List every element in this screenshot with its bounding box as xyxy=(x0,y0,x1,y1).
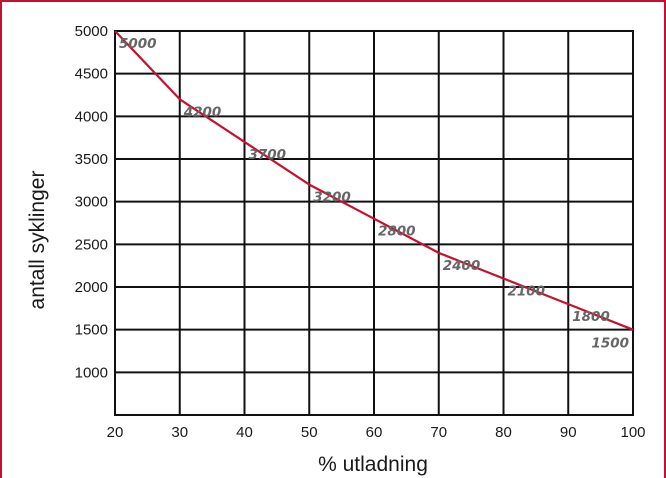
data-label: 2100 xyxy=(508,283,546,299)
y-tick-label: 1000 xyxy=(75,364,108,381)
y-tick-label: 4500 xyxy=(75,66,108,83)
x-tick-label: 70 xyxy=(430,424,447,441)
x-tick-labels: 20 30 40 50 60 70 80 90 100 xyxy=(107,424,646,441)
data-label: 3700 xyxy=(249,147,287,163)
x-tick-label: 50 xyxy=(301,424,318,441)
x-tick-label: 90 xyxy=(560,424,577,441)
series-layer xyxy=(114,30,634,331)
y-tick-label: 2000 xyxy=(75,279,108,296)
y-tick-label: 5000 xyxy=(75,23,108,40)
x-axis-title: % utladning xyxy=(318,453,428,476)
y-axis-title: antall syklinger xyxy=(26,171,49,310)
data-label: 2400 xyxy=(443,258,481,274)
grid xyxy=(114,30,634,416)
y-tick-label: 2500 xyxy=(75,236,108,253)
data-label: 2800 xyxy=(378,224,416,240)
y-tick-label: 3500 xyxy=(75,151,108,168)
x-tick-label: 80 xyxy=(495,424,512,441)
data-labels: 5000 4200 3700 3200 2800 2400 2100 1800 1500 xyxy=(119,36,629,352)
x-tick-label: 60 xyxy=(366,424,383,441)
data-label: 5000 xyxy=(119,36,157,52)
x-tick-label: 30 xyxy=(171,424,188,441)
x-tick-label: 40 xyxy=(236,424,253,441)
x-tick-label: 100 xyxy=(620,424,645,441)
y-tick-label: 4000 xyxy=(75,108,108,125)
y-tick-labels: 1000 1500 2000 2500 3000 3500 4000 4500 5000 xyxy=(75,23,108,381)
x-tick-label: 20 xyxy=(107,424,124,441)
data-label: 4200 xyxy=(183,104,222,120)
data-label: 1800 xyxy=(572,309,610,325)
data-label: 3200 xyxy=(313,190,351,206)
y-tick-label: 1500 xyxy=(75,322,108,339)
y-tick-label: 3000 xyxy=(75,194,108,211)
data-label: 1500 xyxy=(591,336,629,352)
series-line xyxy=(114,30,634,331)
